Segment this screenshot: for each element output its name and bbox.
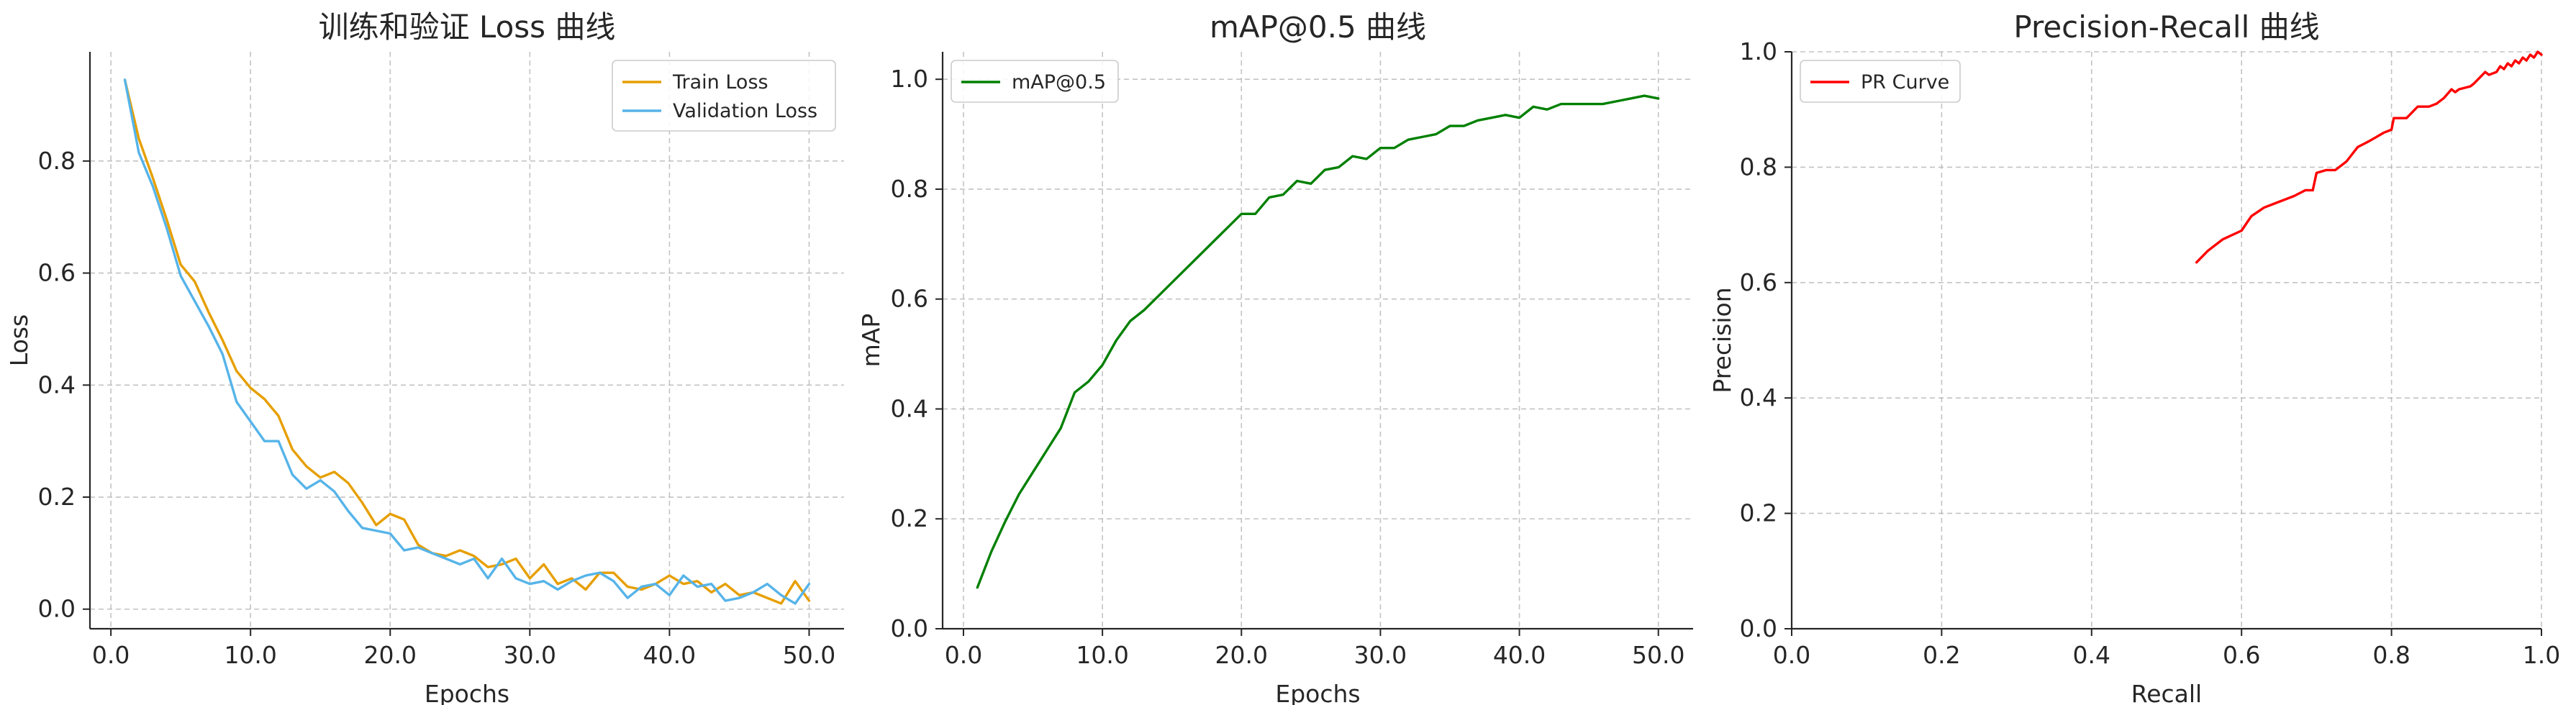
y-tick-label: 0.6 (891, 285, 928, 313)
x-tick-label: 40.0 (1493, 641, 1546, 669)
legend-box (612, 60, 836, 132)
x-tick-label: 10.0 (224, 641, 276, 669)
chart-title: Precision-Recall 曲线 (2013, 9, 2319, 45)
legend: Train Loss Validation Loss (612, 60, 836, 132)
x-tick-label: 10.0 (1076, 641, 1128, 669)
y-tick-label: 0.4 (38, 370, 76, 399)
y-tick-label: 0.8 (891, 175, 928, 203)
series-line-1 (2195, 50, 2543, 264)
chart-panel-2: 0.0 10.0 20.0 30.0 40.0 50.0 0.0 0.2 0.4 0.6 0.8 1.… (857, 9, 1693, 705)
x-axis-label: Epochs (1275, 680, 1360, 705)
y-axis-label: Loss (5, 314, 33, 366)
x-axis-label: Recall (2131, 680, 2202, 705)
series-line-1 (123, 78, 811, 605)
legend-box (1800, 60, 1961, 103)
x-tick-label: 0.4 (2073, 641, 2110, 669)
x-axis-label: Epochs (425, 680, 509, 705)
legend-box (951, 60, 1119, 103)
y-tick-label: 0.0 (1740, 614, 1777, 642)
legend-entry: Train Loss (672, 71, 768, 94)
y-tick-label: 0.0 (38, 595, 76, 623)
x-tick-label: 0.0 (1773, 641, 1810, 669)
x-tick-label: 40.0 (643, 641, 696, 669)
legend: PR Curve (1800, 60, 1961, 103)
chart-panel-3: 0.0 0.2 0.4 0.6 0.8 1.0 0.0 0.2 0.4 0.6 0.8 1.0 Prec… (1708, 9, 2560, 705)
x-tick-label: 0.6 (2223, 641, 2260, 669)
x-tick-label: 0.2 (1923, 641, 1960, 669)
x-tick-label: 1.0 (2523, 641, 2560, 669)
chart-title: 训练和验证 Loss 曲线 (319, 9, 616, 45)
series-line-2 (123, 78, 811, 605)
y-tick-label: 0.2 (1740, 499, 1777, 527)
x-tick-label: 0.0 (945, 641, 982, 669)
x-tick-label: 20.0 (1215, 641, 1268, 669)
y-tick-label: 0.2 (38, 483, 76, 511)
chart-panel-1: 0.0 10.0 20.0 30.0 40.0 50.0 0.0 0.2 0.4 0.6 0.8 训练… (5, 9, 844, 705)
x-tick-label: 50.0 (783, 641, 835, 669)
y-tick-label: 0.8 (38, 147, 76, 175)
x-tick-label: 20.0 (364, 641, 417, 669)
y-tick-label: 0.4 (1740, 383, 1777, 411)
x-tick-label: 50.0 (1632, 641, 1684, 669)
series-line-1 (976, 94, 1660, 589)
legend-entry: mAP@0.5 (1012, 71, 1106, 94)
legend-entry: PR Curve (1861, 71, 1949, 94)
y-tick-label: 0.6 (38, 259, 76, 287)
y-tick-label: 1.0 (891, 65, 928, 93)
x-tick-label: 0.8 (2372, 641, 2410, 669)
x-tick-label: 30.0 (504, 641, 556, 669)
y-tick-label: 0.0 (891, 614, 928, 642)
legend-entry: Validation Loss (673, 100, 817, 122)
legend: mAP@0.5 (951, 60, 1119, 103)
y-tick-label: 0.6 (1740, 268, 1777, 296)
x-tick-label: 0.0 (92, 641, 130, 669)
x-tick-label: 30.0 (1354, 641, 1407, 669)
y-tick-label: 0.2 (891, 504, 928, 532)
y-tick-label: 1.0 (1740, 37, 1777, 65)
chart-title: mAP@0.5 曲线 (1210, 9, 1426, 45)
y-tick-label: 0.4 (891, 394, 928, 422)
y-tick-label: 0.8 (1740, 153, 1777, 181)
y-axis-label: mAP (857, 314, 885, 368)
y-axis-label: Precision (1708, 287, 1736, 393)
